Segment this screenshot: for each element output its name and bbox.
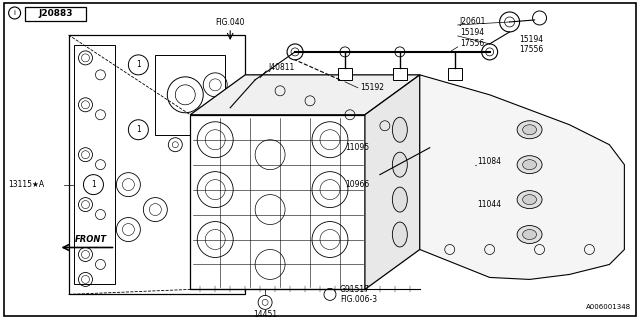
Ellipse shape <box>392 117 407 142</box>
Text: 1: 1 <box>91 180 96 189</box>
Ellipse shape <box>523 125 536 135</box>
Bar <box>393 68 407 80</box>
Ellipse shape <box>517 156 542 174</box>
Polygon shape <box>74 45 115 284</box>
Text: 17556: 17556 <box>460 39 484 48</box>
Bar <box>24 7 86 21</box>
Text: J20883: J20883 <box>38 10 73 19</box>
Bar <box>440 155 475 175</box>
Text: FIG.006-3: FIG.006-3 <box>340 295 377 304</box>
Text: 15194: 15194 <box>460 28 484 37</box>
Text: 1: 1 <box>136 60 141 69</box>
Bar <box>156 55 225 135</box>
Ellipse shape <box>517 191 542 209</box>
Ellipse shape <box>523 229 536 239</box>
Text: FRONT: FRONT <box>74 235 106 244</box>
Text: 11095: 11095 <box>345 143 369 152</box>
Ellipse shape <box>392 222 407 247</box>
Text: i: i <box>13 10 15 16</box>
Text: 15192: 15192 <box>360 83 384 92</box>
Bar <box>68 35 245 294</box>
Text: G91517: G91517 <box>340 285 370 294</box>
Text: 1: 1 <box>136 125 141 134</box>
Text: 10966: 10966 <box>345 180 369 189</box>
Polygon shape <box>190 75 420 115</box>
Bar <box>190 115 365 289</box>
Text: J40811: J40811 <box>268 63 294 72</box>
Ellipse shape <box>517 121 542 139</box>
Ellipse shape <box>392 152 407 177</box>
Text: A006001348: A006001348 <box>586 304 632 310</box>
Ellipse shape <box>392 187 407 212</box>
Text: 13115★A: 13115★A <box>8 180 45 189</box>
Ellipse shape <box>523 195 536 204</box>
Text: 11044: 11044 <box>477 200 502 209</box>
Text: 11084: 11084 <box>477 157 502 166</box>
Text: J20601: J20601 <box>460 18 486 27</box>
Text: 15194: 15194 <box>520 36 544 44</box>
Ellipse shape <box>517 226 542 244</box>
Polygon shape <box>420 75 625 279</box>
Bar <box>448 68 461 80</box>
Text: FIG.040: FIG.040 <box>216 19 245 28</box>
Bar <box>338 68 352 80</box>
Ellipse shape <box>523 160 536 170</box>
Text: 17556: 17556 <box>520 45 544 54</box>
Text: 14451: 14451 <box>253 310 277 319</box>
Polygon shape <box>365 75 420 289</box>
